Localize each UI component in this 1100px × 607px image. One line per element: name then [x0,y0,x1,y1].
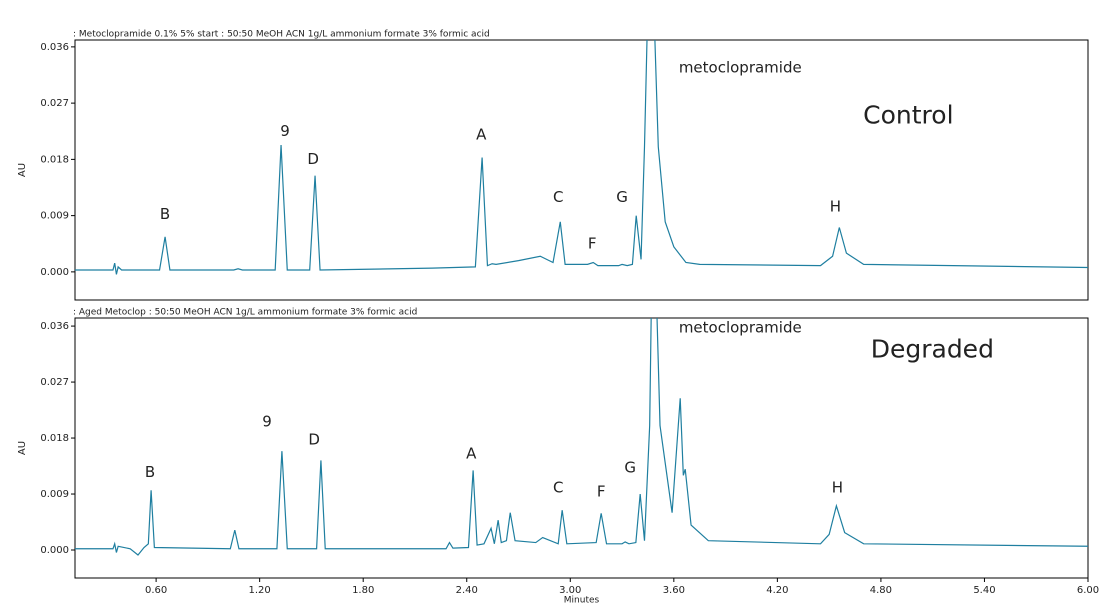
peak-label: D [308,430,320,448]
plot-frame [74,317,1089,579]
y-tick-label: 0.036 [40,42,69,53]
peak-label: G [624,458,636,476]
y-tick-label: 0.018 [40,154,69,165]
x-tick-label: 6.00 [1077,585,1099,596]
y-tick-label: 0.036 [40,321,69,332]
sample-label: Degraded [871,334,994,363]
peak-label: B [160,205,170,223]
x-tick-label: 2.40 [456,585,478,596]
x-tick-label: 1.20 [249,585,271,596]
y-axis-label: AU [17,163,28,177]
y-axis-label: AU [17,441,28,455]
peak-label: 9 [262,412,272,430]
peak-label: F [588,234,597,252]
peak-label: C [553,478,563,496]
y-tick-label: 0.018 [40,433,69,444]
trace [75,40,1088,275]
y-tick-label: 0.000 [40,267,69,278]
peak-label: G [616,188,628,206]
peak-label: B [145,463,155,481]
y-tick-label: 0.027 [40,98,69,109]
x-tick-label: 5.40 [973,585,995,596]
trace-group [75,40,1088,275]
sample-label: Control [863,100,953,129]
peak-label: 9 [280,122,290,140]
x-axis-label: Minutes [564,596,600,606]
plot-frame [74,39,1089,301]
x-tick-label: 3.00 [559,585,581,596]
x-tick-label: 4.80 [870,585,892,596]
peak-label: metoclopramide [679,318,802,336]
y-tick-label: 0.027 [40,377,69,388]
trace [75,318,1088,556]
peak-label: H [830,197,841,215]
x-tick-label: 3.60 [663,585,685,596]
peak-label: D [307,150,319,168]
x-tick-label: 1.80 [352,585,374,596]
peak-label: H [832,478,843,496]
peak-label: A [476,126,487,144]
y-tick-label: 0.009 [40,211,69,222]
x-tick-label: 4.20 [766,585,788,596]
trace-group [75,318,1088,556]
panel-title: : Metoclopramide 0.1% 5% start : 50:50 M… [73,30,490,40]
peak-label: A [466,445,477,463]
y-tick-label: 0.009 [40,489,69,500]
peak-label: metoclopramide [679,59,802,77]
panel-title: : Aged Metoclop : 50:50 MeOH ACN 1g/L am… [73,308,417,318]
y-tick-label: 0.000 [40,545,69,556]
peak-label: C [553,188,563,206]
x-tick-label: 0.60 [145,585,167,596]
peak-label: F [597,483,606,501]
